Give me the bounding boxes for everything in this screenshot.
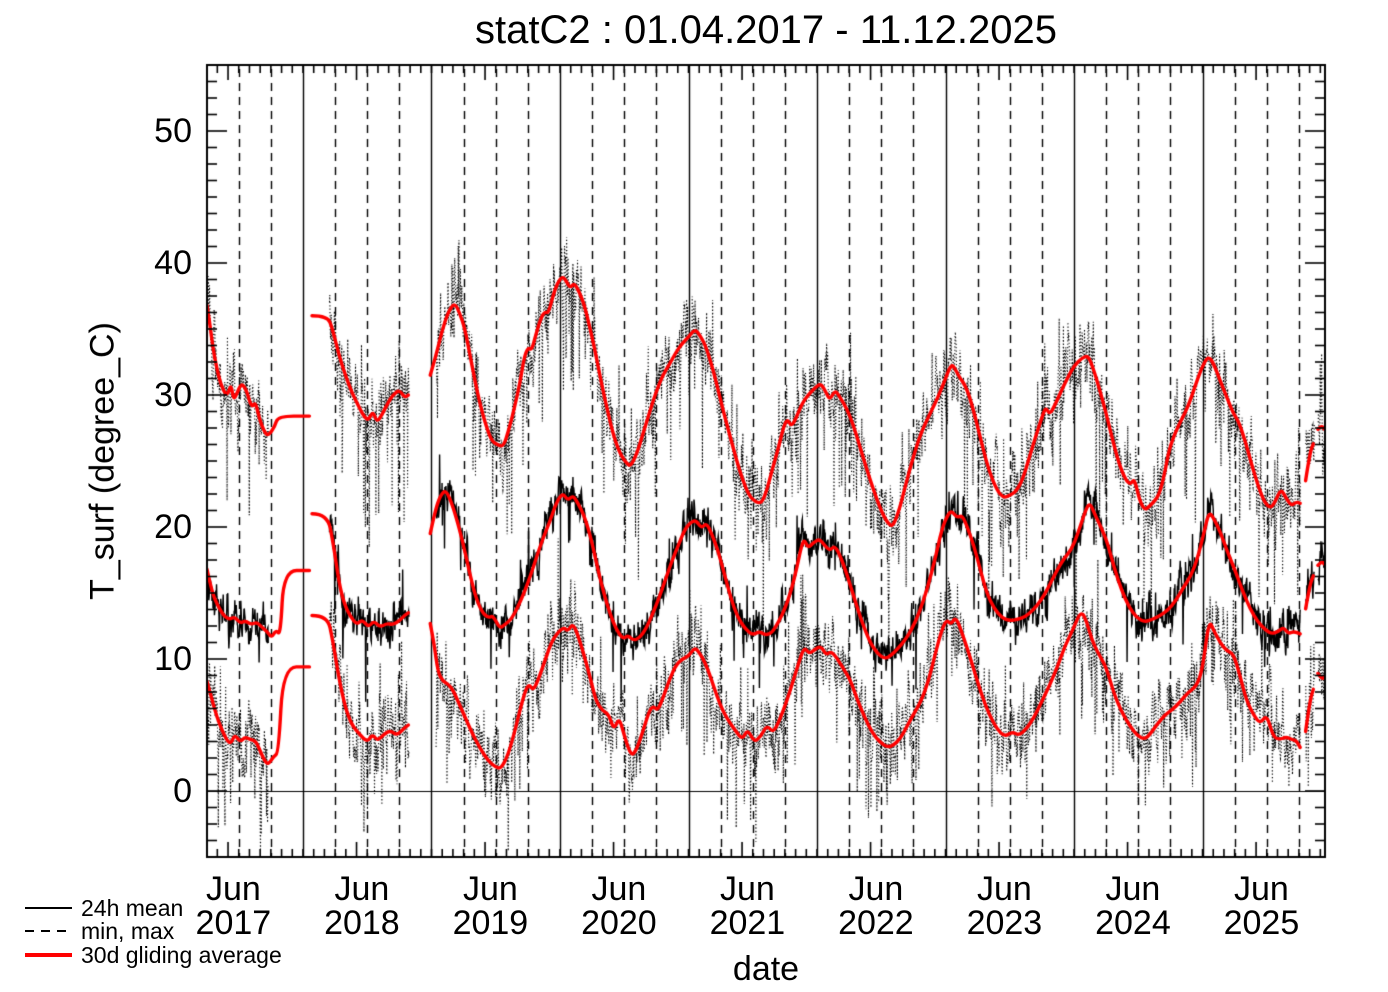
chart-title: statC2 : 01.04.2017 - 11.12.2025 — [475, 8, 1057, 52]
x-tick-month: Jun — [462, 870, 518, 908]
legend-item-min-max: min, max — [25, 919, 174, 943]
legend-label: min, max — [81, 918, 175, 944]
x-tick-month: Jun — [976, 870, 1032, 908]
x-tick-month: Jun — [334, 870, 390, 908]
x-tick-year: 2025 — [1223, 904, 1300, 942]
x-tick-year: 2024 — [1095, 904, 1171, 942]
x-tick-month: Jun — [1105, 870, 1161, 908]
red-line-sample-icon — [25, 953, 72, 957]
solid-line-sample-icon — [25, 907, 72, 909]
x-tick-label: Jun 2018 — [292, 872, 432, 940]
x-tick-label: Jun 2024 — [1063, 872, 1203, 940]
x-tick-label: Jun 2020 — [549, 872, 689, 940]
y-tick-label: 10 — [154, 640, 192, 678]
x-tick-year: 2021 — [709, 904, 786, 942]
x-tick-month: Jun — [591, 870, 647, 908]
legend-label: 24h mean — [81, 895, 184, 921]
x-tick-month: Jun — [205, 870, 261, 908]
x-tick-year: 2023 — [966, 904, 1043, 942]
dashed-line-sample-icon — [25, 930, 72, 932]
y-tick-label: 0 — [173, 772, 192, 810]
legend-label: 30d gliding average — [81, 942, 282, 968]
legend-item-30d-average: 30d gliding average — [25, 943, 282, 967]
y-tick-label: 30 — [154, 376, 192, 414]
x-tick-label: Jun 2023 — [934, 872, 1074, 940]
x-tick-year: 2020 — [581, 904, 657, 942]
x-tick-label: Jun 2017 — [163, 872, 303, 940]
y-tick-label: 40 — [154, 244, 192, 282]
x-tick-label: Jun 2022 — [806, 872, 946, 940]
x-tick-month: Jun — [1234, 870, 1289, 908]
x-tick-month: Jun — [848, 870, 904, 908]
y-tick-label: 50 — [154, 112, 192, 150]
x-axis-label: date — [732, 950, 800, 988]
x-tick-year: 2018 — [324, 904, 400, 942]
x-tick-label: Jun 2021 — [677, 872, 817, 940]
x-tick-year: 2022 — [838, 904, 914, 942]
x-tick-year: 2017 — [195, 904, 272, 942]
x-tick-label: Jun 2025 — [1191, 872, 1331, 940]
x-tick-month: Jun — [719, 870, 775, 908]
x-tick-year: 2019 — [452, 904, 529, 942]
y-axis-label: T_surf (degree_C) — [83, 322, 122, 600]
legend-item-24h-mean: 24h mean — [25, 896, 183, 920]
x-tick-label: Jun 2019 — [420, 872, 560, 940]
y-tick-label: 20 — [154, 508, 192, 546]
